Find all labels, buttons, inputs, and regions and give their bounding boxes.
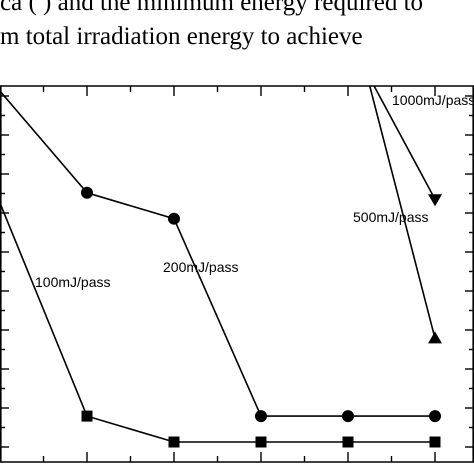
chart-series <box>0 85 442 448</box>
series-label-1000mj: 1000mJ/pass <box>392 92 474 108</box>
data-point <box>342 436 354 448</box>
series-1 <box>0 89 441 423</box>
figure-caption: ca ( ) and the minimum energy required t… <box>0 0 474 76</box>
data-point <box>342 410 354 423</box>
series-2 <box>368 85 442 344</box>
data-point <box>429 436 441 448</box>
data-point <box>429 410 441 423</box>
series-label-500mj: 500mJ/pass <box>353 209 428 225</box>
data-point <box>81 186 93 199</box>
series-label-100mj: 100mJ/pass <box>35 274 110 290</box>
series-3 <box>373 85 442 207</box>
data-point <box>428 331 442 344</box>
chart-labels: 100mJ/pass 200mJ/pass 500mJ/pass 1000mJ/… <box>35 92 474 290</box>
series-line <box>368 85 436 339</box>
series-line <box>0 89 435 417</box>
data-point <box>168 436 180 448</box>
caption-line-1: ca ( ) and the minimum energy required t… <box>0 0 424 16</box>
series-label-200mj: 200mJ/pass <box>163 259 238 275</box>
data-point <box>255 436 267 448</box>
series-line <box>373 85 436 200</box>
caption-line-2: m total irradiation energy to achieve <box>0 23 363 50</box>
data-point <box>168 212 180 225</box>
series-line <box>0 201 435 443</box>
series-0 <box>0 201 441 448</box>
data-point <box>81 410 93 422</box>
chart-axes <box>0 85 474 463</box>
data-point <box>255 410 267 423</box>
data-point <box>428 194 442 207</box>
